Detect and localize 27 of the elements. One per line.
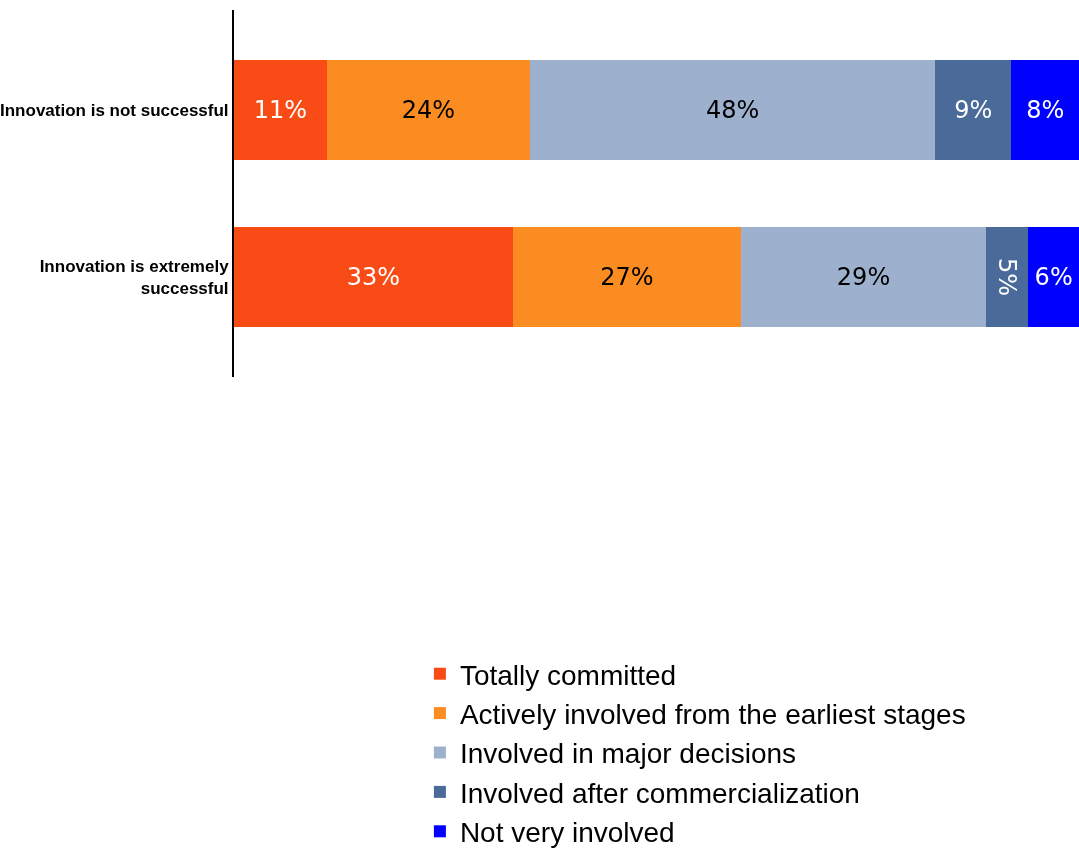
data-label: 29% (836, 262, 891, 291)
bar (1028, 226, 1079, 327)
legend-label: Not very involved (459, 817, 675, 849)
bar (741, 226, 987, 327)
y-tick-label: Innovation is not successful (0, 101, 229, 121)
data-label: 8% (1026, 96, 1065, 125)
data-label: 9% (954, 96, 993, 125)
bar (529, 60, 936, 161)
legend-label: Involved in major decisions (459, 738, 797, 770)
bar (234, 226, 513, 327)
bar (326, 60, 530, 161)
data-label: 5% (993, 257, 1022, 296)
data-label: 33% (346, 262, 401, 291)
bar (1011, 60, 1079, 161)
data-label: 27% (600, 262, 654, 291)
bar (234, 60, 327, 161)
legend-label: Actively involved from the earliest stages (459, 699, 966, 731)
bar (935, 60, 1012, 161)
bar (986, 226, 1029, 327)
legend-label: Totally committed (459, 659, 677, 691)
bar (512, 226, 741, 327)
data-label: 24% (401, 96, 456, 125)
y-tick-label: Innovation is extremely successful (39, 256, 230, 298)
data-label: 48% (705, 96, 760, 125)
legend-label: Involved after commercialization (459, 777, 860, 809)
data-label: 6% (1034, 262, 1073, 291)
data-label: 11% (253, 96, 308, 125)
